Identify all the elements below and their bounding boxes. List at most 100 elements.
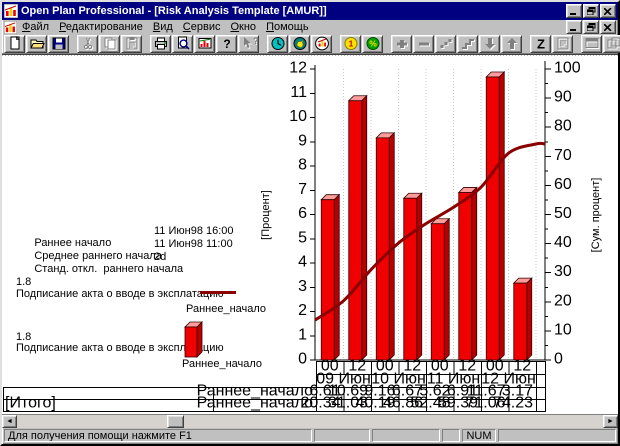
notes-button[interactable]: [552, 34, 573, 53]
svg-text:46.86: 46.86: [383, 395, 423, 412]
svg-text:12: 12: [289, 60, 307, 77]
risk-analysis-icon: [293, 37, 306, 50]
unlink-activities-button[interactable]: [457, 34, 478, 53]
menu-bar: Файл Редактирование Вид Сервис Окно Помощь: [2, 20, 618, 34]
time-analysis-icon: [271, 37, 284, 50]
svg-text:50: 50: [554, 205, 572, 222]
svg-text:00: 00: [431, 358, 449, 375]
scroll-left-button[interactable]: ◄: [2, 415, 17, 428]
svg-text:Раннее_начало: Раннее_начало: [197, 383, 314, 400]
menu-редактирование[interactable]: Редактирование: [59, 21, 143, 33]
status-bar: Для получения помощи нажмите F1 NUM: [2, 428, 618, 442]
horizontal-scrollbar[interactable]: ◄ ►: [2, 414, 618, 428]
add-activity-button[interactable]: [391, 34, 412, 53]
cost-button[interactable]: 1: [340, 34, 361, 53]
svg-text:80: 80: [554, 118, 572, 135]
menu-файл[interactable]: Файл: [22, 21, 50, 33]
help-button[interactable]: ?: [216, 34, 237, 53]
status-panel: [442, 429, 460, 442]
svg-text:09 Июн: 09 Июн: [316, 371, 371, 388]
svg-text:10 Июн: 10 Июн: [371, 371, 426, 388]
stat-value: 2d: [154, 251, 167, 263]
svg-text:12: 12: [403, 358, 421, 375]
svg-text:0: 0: [554, 351, 563, 368]
child-restore-button[interactable]: [583, 20, 599, 34]
child-minimize-button[interactable]: [566, 20, 582, 34]
open-button[interactable]: [26, 34, 47, 53]
restore-button[interactable]: [583, 4, 599, 18]
svg-text:[Процент]: [Процент]: [260, 190, 272, 240]
menu-items: Файл Редактирование Вид Сервис Окно Помощь: [17, 21, 314, 33]
copy-button[interactable]: [99, 34, 120, 53]
svg-text:?: ?: [254, 37, 257, 47]
svg-text:20.34: 20.34: [300, 395, 340, 412]
delete-activity-button[interactable]: [413, 34, 434, 53]
edit-views-button[interactable]: [194, 34, 215, 53]
menu-помощь[interactable]: Помощь: [266, 21, 309, 33]
tile-windows-button[interactable]: [581, 34, 602, 53]
stat-row: Станд. откл. раннего начала 2d: [16, 251, 183, 299]
cut-button[interactable]: [77, 34, 98, 53]
bar: [457, 186, 478, 361]
histogram-view-button[interactable]: [311, 34, 332, 53]
close-button[interactable]: [600, 4, 616, 18]
svg-text:10.69: 10.69: [328, 383, 368, 400]
bar: [512, 277, 533, 361]
scroll-right-button[interactable]: ►: [603, 415, 618, 428]
app-icon: [4, 4, 18, 18]
svg-text:20: 20: [554, 292, 572, 309]
svg-text:6: 6: [298, 205, 307, 222]
sort-button[interactable]: Z: [530, 34, 551, 53]
status-panel: [314, 429, 370, 442]
svg-text:?: ?: [253, 36, 257, 46]
save-icon: [52, 37, 65, 50]
delete-activity-icon: [418, 42, 430, 47]
paste-icon: [126, 37, 138, 51]
move-down-button[interactable]: [479, 34, 500, 53]
child-close-button[interactable]: [600, 20, 616, 34]
toolbar-group: Z: [530, 34, 574, 53]
toolbar-group: 1%: [340, 34, 384, 53]
stat-label: Раннее начало: [34, 237, 112, 249]
svg-text:100: 100: [554, 60, 581, 77]
svg-text:Раннее_начало: Раннее_начало: [197, 395, 314, 412]
risk-analysis-button[interactable]: [289, 34, 310, 53]
new-document-button[interactable]: [4, 34, 25, 53]
menu-вид[interactable]: Вид: [152, 21, 173, 33]
context-help-button[interactable]: ??: [238, 34, 259, 53]
status-panel: [372, 429, 440, 442]
svg-text:4: 4: [298, 254, 307, 271]
paste-button[interactable]: [121, 34, 142, 53]
svg-text:11: 11: [290, 84, 307, 101]
minimize-button[interactable]: [566, 4, 582, 18]
svg-text:52.48: 52.48: [410, 395, 450, 412]
svg-text:30: 30: [554, 263, 572, 280]
link-activities-button[interactable]: [435, 34, 456, 53]
cascade-windows-icon: [607, 37, 620, 50]
link-activities-icon: [440, 39, 452, 49]
percent-complete-button[interactable]: %: [362, 34, 383, 53]
context-help-icon: ??: [243, 36, 257, 49]
stat-value: 11 Июн98 16:00: [154, 225, 234, 237]
svg-text:[Итого]: [Итого]: [5, 395, 56, 412]
scrollbar-thumb[interactable]: [167, 415, 184, 428]
move-up-button[interactable]: [501, 34, 522, 53]
menu-окно[interactable]: Окно: [230, 21, 257, 33]
percent-complete-icon: %: [366, 37, 379, 50]
time-analysis-button[interactable]: [267, 34, 288, 53]
document-icon[interactable]: [4, 20, 17, 34]
bars-series: [320, 71, 533, 361]
save-button[interactable]: [48, 34, 69, 53]
cascade-windows-button[interactable]: [603, 34, 620, 53]
svg-text:6.61: 6.61: [309, 383, 340, 400]
svg-text:74.23: 74.23: [493, 395, 533, 412]
add-activity-icon: [396, 40, 408, 49]
print-preview-button[interactable]: [172, 34, 193, 53]
print-button[interactable]: [150, 34, 171, 53]
svg-text:90: 90: [554, 89, 572, 106]
sort-icon: Z: [537, 37, 545, 52]
svg-text:1: 1: [298, 326, 307, 343]
toolbar: ??? 1% Z: [2, 34, 620, 54]
menu-сервис[interactable]: Сервис: [182, 21, 221, 33]
